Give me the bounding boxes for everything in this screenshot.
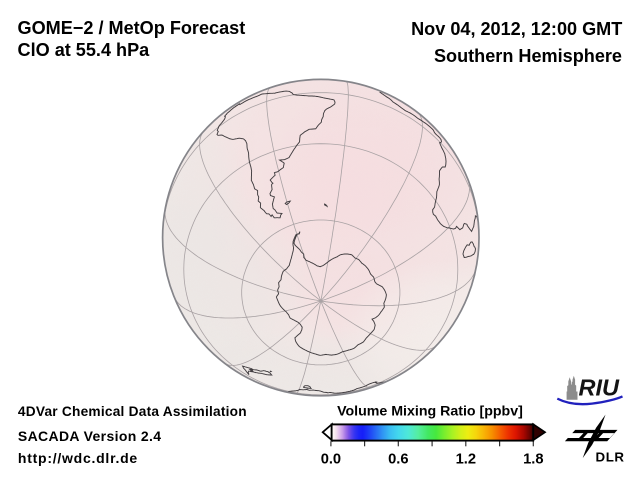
- svg-text:RIU: RIU: [579, 374, 621, 400]
- svg-text:DLR: DLR: [596, 449, 625, 464]
- svg-text:0.6: 0.6: [388, 452, 408, 468]
- svg-text:1.8: 1.8: [523, 452, 543, 468]
- svg-text:1.2: 1.2: [456, 452, 476, 468]
- svg-text:0.0: 0.0: [321, 452, 341, 468]
- svg-text:Volume Mixing Ratio [ppbv]: Volume Mixing Ratio [ppbv]: [337, 403, 523, 419]
